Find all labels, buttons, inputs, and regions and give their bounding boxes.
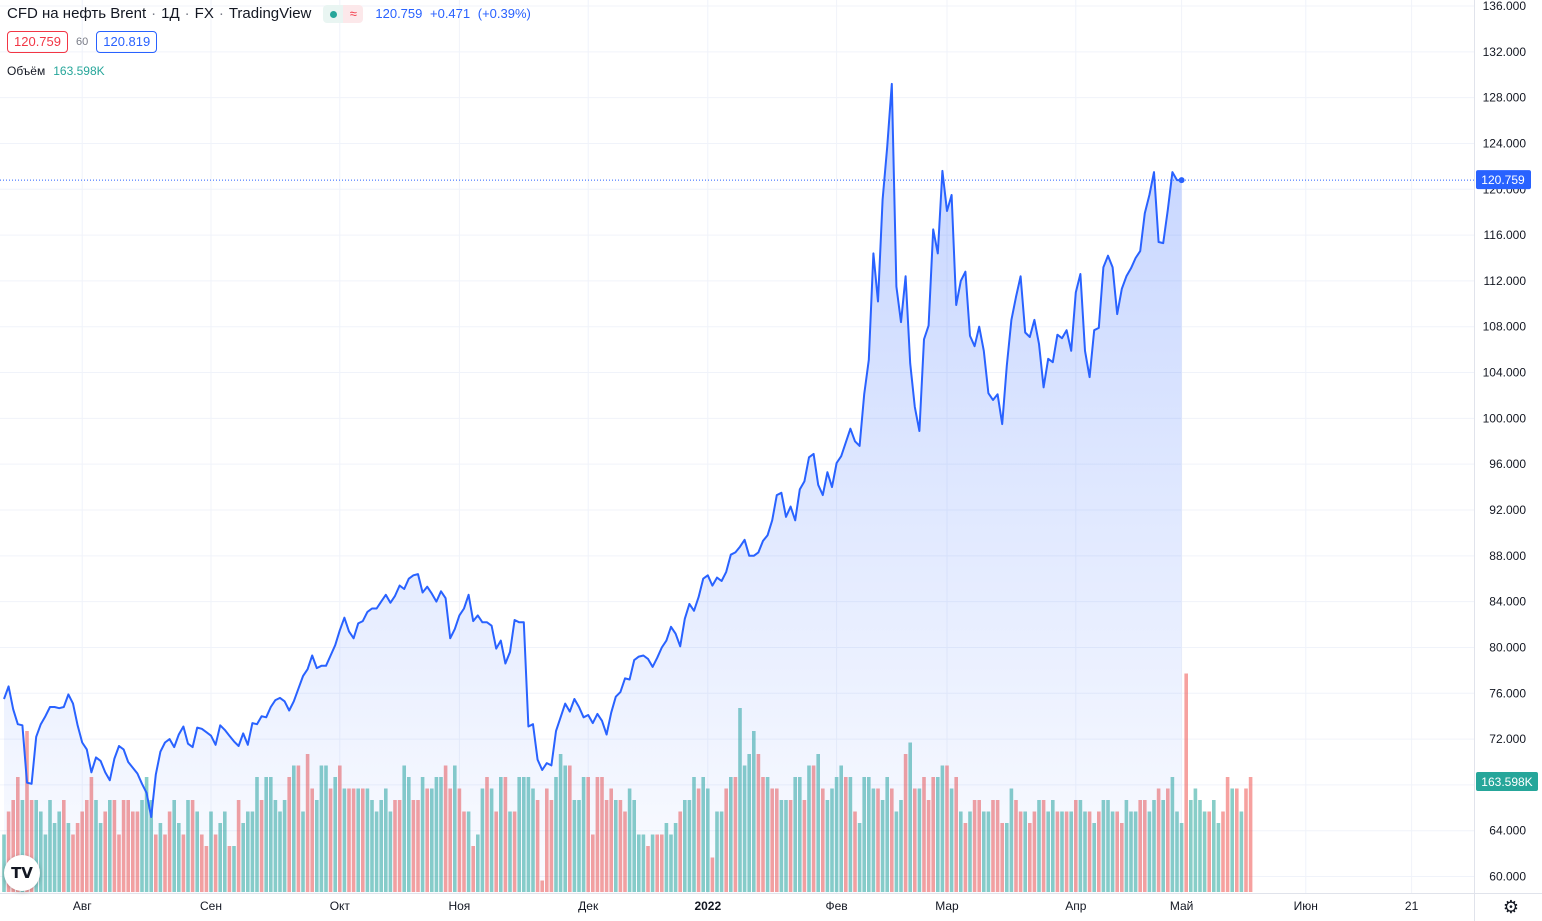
x-tick-label: Июн <box>1294 899 1318 913</box>
time-axis[interactable]: Авг Сен Окт Ноя Дек 2022 Фев Мар Апр Май Июн 21 <box>0 893 1542 914</box>
x-tick-label: Фев <box>826 899 848 913</box>
x-tick-label: Сен <box>200 899 222 913</box>
last-price: 120.759 +0.471 (+0.39%) <box>375 6 531 21</box>
volume-bar <box>1216 823 1221 892</box>
interval-label[interactable]: 1Д <box>161 5 180 22</box>
y-tick-label: 104.000 <box>1483 366 1527 380</box>
volume-bar <box>1193 788 1198 892</box>
market-status-badge[interactable]: ≈ <box>323 5 364 23</box>
volume-bar <box>1235 788 1239 892</box>
y-tick-label: 108.000 <box>1483 320 1527 334</box>
volume-bar <box>1248 777 1253 892</box>
y-tick-label: 112.000 <box>1484 274 1527 288</box>
volume-label[interactable]: Объём <box>7 64 46 78</box>
gear-icon[interactable]: ⚙ <box>1502 897 1520 917</box>
price-series-line <box>3 82 1182 818</box>
y-tick-label: 80.000 <box>1489 640 1526 654</box>
source-label: TradingView <box>228 5 312 22</box>
delayed-data-icon: ≈ <box>343 5 364 23</box>
volume-value: 163.598K <box>53 64 105 78</box>
y-tick-label: 132.000 <box>1483 45 1527 59</box>
volume-bar <box>1202 811 1207 892</box>
spread-value: 60 <box>76 36 89 48</box>
y-tick-label: 64.000 <box>1489 824 1526 838</box>
sell-price-button[interactable]: 120.759 <box>7 31 68 53</box>
x-tick-label: Май <box>1170 899 1194 913</box>
volume-bar <box>1184 673 1188 892</box>
price-axis[interactable]: 136.000132.000128.000124.000120.000116.0… <box>1474 0 1539 921</box>
y-tick-label: 96.000 <box>1489 457 1526 471</box>
last-price-dot <box>1178 177 1185 184</box>
volume-axis-label: 163.598K <box>1481 775 1532 789</box>
volume-bar <box>1189 800 1193 892</box>
last-price-axis-badge <box>1476 170 1531 190</box>
volume-bar <box>1239 811 1244 892</box>
y-tick-label: 84.000 <box>1489 595 1526 609</box>
last-price-axis-label: 120.759 <box>1481 173 1525 187</box>
buy-price-button[interactable]: 120.819 <box>96 31 158 53</box>
tradingview-logo-icon[interactable]: TV <box>4 855 40 891</box>
y-tick-label: 116.000 <box>1484 228 1527 242</box>
volume-bar <box>1221 811 1225 892</box>
y-tick-label: 100.000 <box>1483 411 1527 425</box>
price-area-fill <box>4 83 1182 893</box>
y-tick-label: 92.000 <box>1489 503 1526 517</box>
volume-bar <box>1225 777 1230 892</box>
exchange-label: FX <box>194 5 214 22</box>
price-area <box>4 83 1182 893</box>
x-tick-label: Дек <box>578 899 599 913</box>
volume-bar <box>1230 788 1234 892</box>
volume-bar <box>1198 800 1202 892</box>
volume-bar <box>1179 823 1184 892</box>
x-tick-label: Окт <box>330 899 351 913</box>
y-tick-label: 136.000 <box>1483 0 1527 13</box>
y-tick-label: 128.000 <box>1483 91 1527 105</box>
volume-bar <box>1244 788 1248 892</box>
volume-axis-badge <box>1476 772 1538 791</box>
x-tick-label: Мар <box>935 899 959 913</box>
x-tick-label: 2022 <box>694 899 721 913</box>
x-tick-label: 21 <box>1405 899 1419 913</box>
symbol-legend: CFD на нефть Brent · 1Д · FX · TradingVi… <box>7 4 531 81</box>
y-tick-label: 72.000 <box>1489 732 1526 746</box>
price-line <box>0 82 1474 818</box>
symbol-title[interactable]: CFD на нефть Brent <box>7 5 147 22</box>
y-tick-label: 60.000 <box>1489 870 1526 884</box>
x-tick-label: Апр <box>1065 899 1087 913</box>
x-tick-label: Авг <box>73 899 92 913</box>
x-tick-label: Ноя <box>448 899 470 913</box>
volume-bar <box>1207 811 1211 892</box>
market-open-icon <box>323 5 344 23</box>
volume-bar <box>1212 800 1216 892</box>
y-tick-label: 124.000 <box>1483 136 1527 150</box>
y-tick-label: 76.000 <box>1489 686 1526 700</box>
y-tick-label: 88.000 <box>1489 549 1526 563</box>
